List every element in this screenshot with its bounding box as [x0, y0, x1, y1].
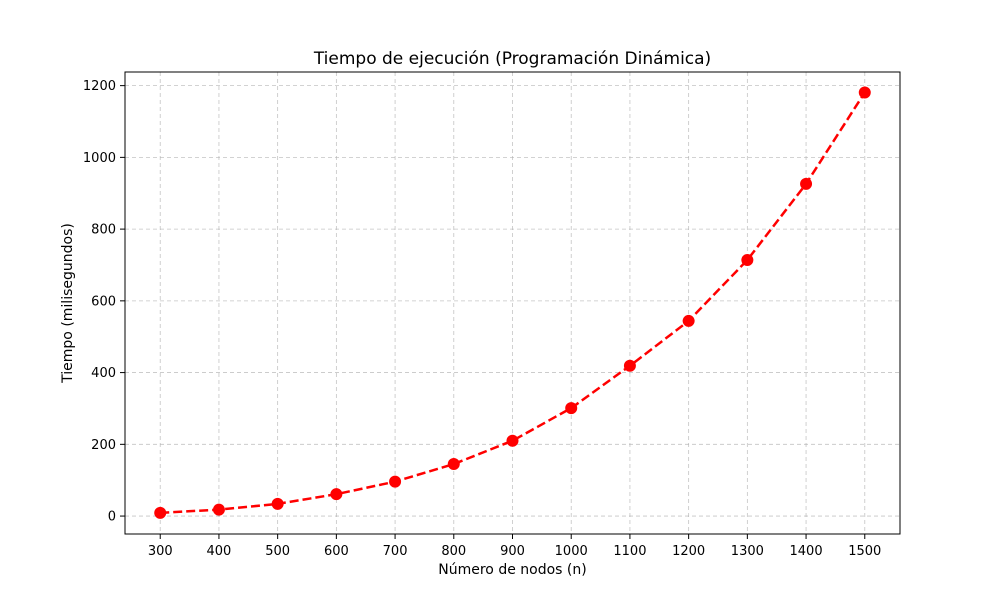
data-point — [212, 503, 225, 516]
data-point — [389, 475, 402, 488]
y-tick-label: 200 — [91, 438, 116, 453]
x-tick-label: 1100 — [613, 544, 646, 559]
x-axis-label: Número de nodos (n) — [438, 562, 586, 578]
x-tick-label: 500 — [265, 544, 290, 559]
x-tick-label: 300 — [148, 544, 173, 559]
data-point — [330, 488, 343, 501]
data-point — [858, 86, 871, 99]
data-point — [565, 402, 578, 415]
x-tick-label: 1300 — [731, 544, 764, 559]
data-point — [271, 497, 284, 510]
series — [154, 86, 871, 519]
chart-title: Tiempo de ejecución (Programación Dinámi… — [313, 49, 711, 69]
x-tick-label: 1000 — [555, 544, 588, 559]
x-tick-label: 1500 — [848, 544, 881, 559]
data-point — [741, 253, 754, 266]
data-point — [447, 458, 460, 471]
y-tick-label: 600 — [91, 294, 116, 309]
x-tick-label: 900 — [500, 544, 525, 559]
x-tick-label: 700 — [383, 544, 408, 559]
y-axis-label: Tiempo (milisegundos) — [60, 223, 76, 384]
data-point — [506, 434, 519, 447]
x-tick-label: 600 — [324, 544, 349, 559]
data-point — [154, 506, 167, 519]
x-tick-label: 1400 — [790, 544, 823, 559]
grid — [125, 72, 900, 534]
data-point — [682, 314, 695, 327]
y-tick-label: 800 — [91, 223, 116, 238]
data-point — [623, 359, 636, 372]
x-tick-label: 800 — [441, 544, 466, 559]
y-tick-label: 0 — [108, 510, 116, 525]
y-tick-label: 400 — [91, 366, 116, 381]
data-point — [800, 177, 813, 190]
y-tick-label: 1200 — [83, 79, 116, 94]
x-tick-label: 1200 — [672, 544, 705, 559]
ticks: 300 400 500 600 700 800 900 1000 1100 1200 1300 140… — [83, 79, 881, 559]
x-tick-label: 400 — [207, 544, 232, 559]
y-tick-label: 1000 — [83, 151, 116, 166]
